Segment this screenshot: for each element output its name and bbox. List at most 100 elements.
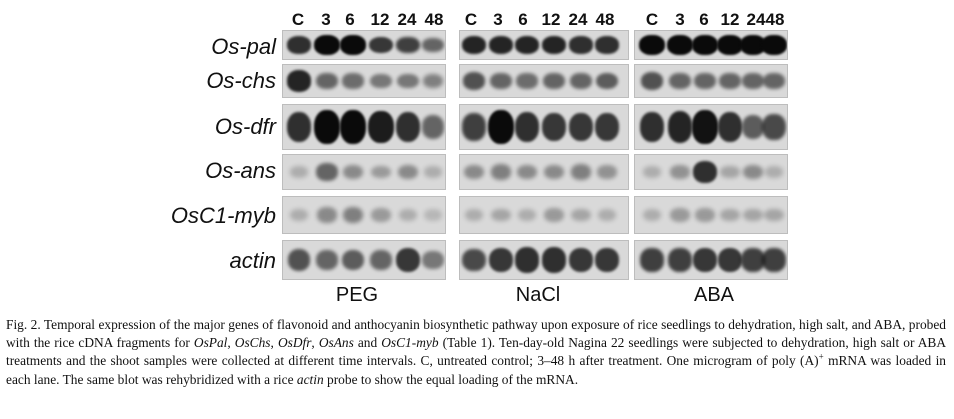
blot-band bbox=[489, 247, 513, 273]
blot-band bbox=[570, 164, 592, 180]
blot-band bbox=[286, 36, 312, 54]
blot-band bbox=[368, 110, 394, 144]
blot-band bbox=[491, 208, 511, 222]
blot-band bbox=[461, 36, 487, 54]
lane-label: 24 bbox=[568, 10, 588, 29]
blot-band bbox=[423, 166, 443, 178]
blot-aba-actin bbox=[634, 240, 788, 280]
blot-band bbox=[571, 208, 591, 222]
blot-band bbox=[342, 206, 364, 224]
blot-band bbox=[464, 208, 484, 222]
blot-band bbox=[316, 207, 338, 223]
blot-band bbox=[488, 109, 514, 145]
blot-band bbox=[370, 73, 392, 89]
caption-gene-name: actin bbox=[296, 371, 324, 387]
blot-band bbox=[667, 35, 693, 55]
blot-band bbox=[342, 73, 364, 89]
blot-band bbox=[642, 166, 662, 178]
blot-band bbox=[741, 248, 765, 272]
blot-band bbox=[695, 208, 715, 222]
gene-label-os-dfr: Os-dfr bbox=[214, 114, 276, 139]
blot-band bbox=[543, 164, 565, 180]
blot-band bbox=[543, 72, 565, 90]
blot-band bbox=[514, 111, 540, 142]
blot-band bbox=[693, 247, 717, 273]
blot-band bbox=[422, 73, 444, 89]
blot-band bbox=[289, 166, 309, 178]
blot-band bbox=[570, 72, 592, 90]
blot-band bbox=[316, 163, 338, 181]
caption-gene-name: OsDfr bbox=[277, 335, 312, 351]
lane-label: 6 bbox=[345, 10, 355, 29]
blot-band bbox=[668, 248, 692, 272]
blot-band bbox=[341, 249, 365, 271]
blot-band bbox=[670, 165, 690, 179]
blot-peg-os-dfr bbox=[282, 104, 446, 150]
caption-text: mRNA was loaded in each lane. The same b… bbox=[6, 353, 946, 387]
blot-band bbox=[569, 112, 593, 142]
lane-label: C bbox=[645, 10, 659, 29]
blot-band bbox=[396, 247, 420, 273]
blot-band bbox=[642, 208, 662, 222]
gene-label-os-chs: Os-chs bbox=[206, 68, 276, 93]
caption-gene-name: OsChs bbox=[234, 335, 271, 351]
blot-aba-os-pal bbox=[634, 30, 788, 60]
blot-band bbox=[742, 72, 764, 90]
blot-band bbox=[717, 35, 743, 55]
blot-band bbox=[316, 72, 338, 90]
blot-nacl-os-pal bbox=[459, 30, 629, 60]
lane-label: 12 bbox=[720, 10, 740, 29]
blot-band bbox=[422, 250, 444, 270]
lane-label: 48 bbox=[765, 10, 785, 29]
blot-aba-osc1-myb bbox=[634, 196, 788, 234]
blot-band bbox=[594, 36, 620, 54]
lane-label: C bbox=[291, 10, 305, 29]
blot-band bbox=[541, 247, 567, 273]
blot-band bbox=[371, 208, 391, 222]
blot-band bbox=[670, 208, 690, 222]
blot-peg-os-pal bbox=[282, 30, 446, 60]
treatment-label-aba: ABA bbox=[693, 284, 735, 306]
blot-band bbox=[719, 72, 741, 90]
blot-band bbox=[369, 36, 393, 54]
blot-band bbox=[762, 113, 786, 141]
blot-band bbox=[396, 36, 420, 54]
blot-band bbox=[718, 247, 742, 273]
caption-text: and bbox=[353, 335, 382, 351]
blot-band bbox=[286, 70, 312, 92]
blot-band bbox=[371, 165, 391, 179]
blot-band bbox=[639, 111, 665, 142]
lane-label: C bbox=[464, 10, 478, 29]
blot-aba-os-chs bbox=[634, 64, 788, 98]
lane-label: 12 bbox=[541, 10, 561, 29]
blot-band bbox=[763, 72, 785, 90]
blot-band bbox=[463, 164, 485, 180]
blot-band bbox=[340, 35, 366, 55]
blot-band bbox=[761, 35, 787, 55]
blot-band bbox=[370, 250, 392, 270]
gene-label-os-ans: Os-ans bbox=[205, 158, 276, 183]
blot-band bbox=[667, 111, 693, 143]
blot-band bbox=[640, 72, 664, 90]
lane-label: 6 bbox=[518, 10, 528, 29]
blot-peg-actin bbox=[282, 240, 446, 280]
blot-band bbox=[286, 111, 312, 142]
lane-label: 12 bbox=[370, 10, 390, 29]
blot-band bbox=[397, 73, 419, 89]
blot-band bbox=[316, 250, 338, 270]
blot-band bbox=[569, 247, 593, 273]
blot-band bbox=[762, 248, 786, 272]
blot-band bbox=[764, 208, 784, 222]
blot-band bbox=[692, 110, 718, 144]
blot-band bbox=[743, 208, 763, 222]
blot-band bbox=[597, 165, 617, 179]
gene-label-os-pal: Os-pal bbox=[211, 34, 276, 59]
blot-band bbox=[694, 72, 716, 90]
blot-aba-os-dfr bbox=[634, 104, 788, 150]
blot-band bbox=[692, 35, 718, 55]
blot-nacl-osc1-myb bbox=[459, 196, 629, 234]
blot-band bbox=[340, 109, 366, 145]
blot-nacl-os-chs bbox=[459, 64, 629, 98]
blot-band bbox=[395, 111, 421, 142]
caption-text: , bbox=[227, 335, 235, 351]
